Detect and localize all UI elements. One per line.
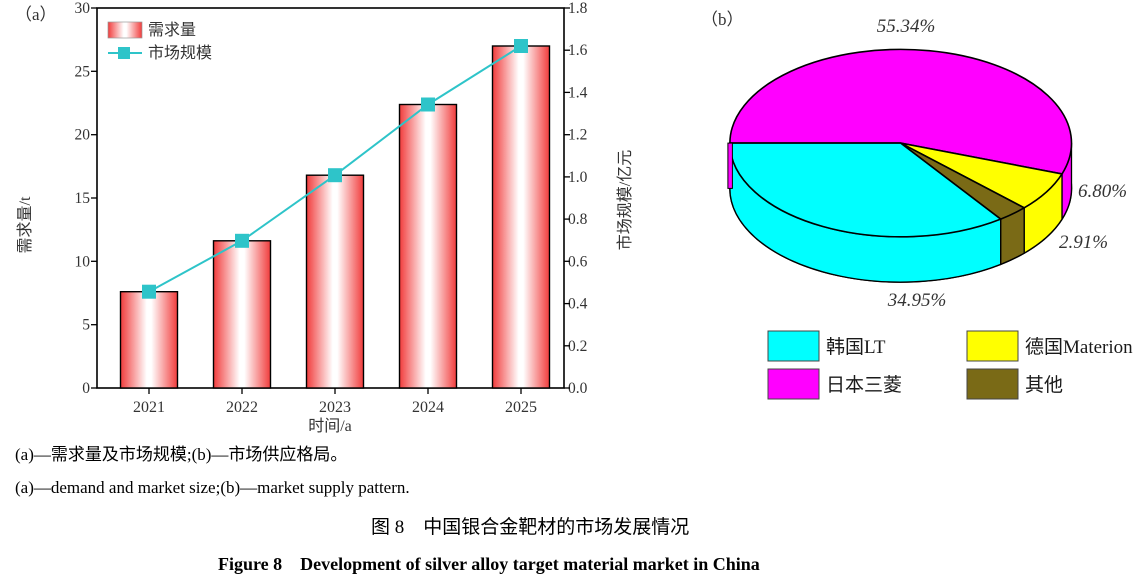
svg-text:日本三菱: 日本三菱 (826, 374, 902, 396)
svg-text:2025: 2025 (505, 399, 537, 416)
svg-text:需求量/t: 需求量/t (16, 196, 34, 253)
svg-text:5: 5 (82, 317, 90, 334)
svg-text:(a)—demand and market size;(b): (a)—demand and market size;(b)—market su… (15, 478, 410, 497)
svg-text:1.4: 1.4 (568, 84, 588, 101)
svg-text:（a）: （a） (15, 5, 57, 24)
svg-text:20: 20 (75, 127, 91, 144)
svg-text:0: 0 (82, 380, 90, 397)
svg-text:(a)—需求量及市场规模;(b)—市场供应格局。: (a)—需求量及市场规模;(b)—市场供应格局。 (15, 445, 347, 464)
svg-text:34.95%: 34.95% (887, 290, 947, 311)
svg-text:2023: 2023 (319, 399, 351, 416)
svg-text:1.8: 1.8 (568, 0, 588, 17)
svg-text:2.91%: 2.91% (1059, 232, 1108, 253)
svg-text:1.2: 1.2 (568, 127, 587, 144)
svg-text:2021: 2021 (133, 399, 165, 416)
svg-text:15: 15 (75, 190, 91, 207)
svg-text:1.0: 1.0 (568, 169, 588, 186)
svg-text:（b）: （b） (701, 10, 744, 29)
svg-text:0.4: 0.4 (568, 296, 588, 313)
svg-text:6.80%: 6.80% (1078, 181, 1127, 202)
svg-text:时间/a: 时间/a (308, 417, 352, 435)
svg-text:10: 10 (75, 253, 91, 270)
svg-text:2024: 2024 (412, 399, 444, 416)
svg-text:30: 30 (75, 0, 91, 17)
svg-text:2022: 2022 (226, 399, 258, 416)
svg-text:市场规模/亿元: 市场规模/亿元 (616, 150, 634, 250)
svg-text:0.0: 0.0 (568, 380, 588, 397)
svg-text:0.2: 0.2 (568, 338, 587, 355)
svg-text:韩国LT: 韩国LT (826, 336, 886, 358)
svg-text:需求量: 需求量 (148, 21, 196, 39)
svg-text:55.34%: 55.34% (877, 16, 936, 37)
svg-text:0.6: 0.6 (568, 253, 588, 270)
svg-text:1.6: 1.6 (568, 42, 588, 59)
svg-text:Figure 8 Development of silver: Figure 8 Development of silver alloy tar… (218, 554, 760, 574)
svg-text:0.8: 0.8 (568, 211, 588, 228)
svg-text:德国Materion: 德国Materion (1025, 336, 1133, 358)
svg-text:其他: 其他 (1025, 374, 1063, 396)
svg-text:图 8 中国银合金靶材的市场发展情况: 图 8 中国银合金靶材的市场发展情况 (371, 516, 689, 538)
svg-text:市场规模: 市场规模 (148, 44, 212, 62)
svg-text:25: 25 (75, 63, 91, 80)
